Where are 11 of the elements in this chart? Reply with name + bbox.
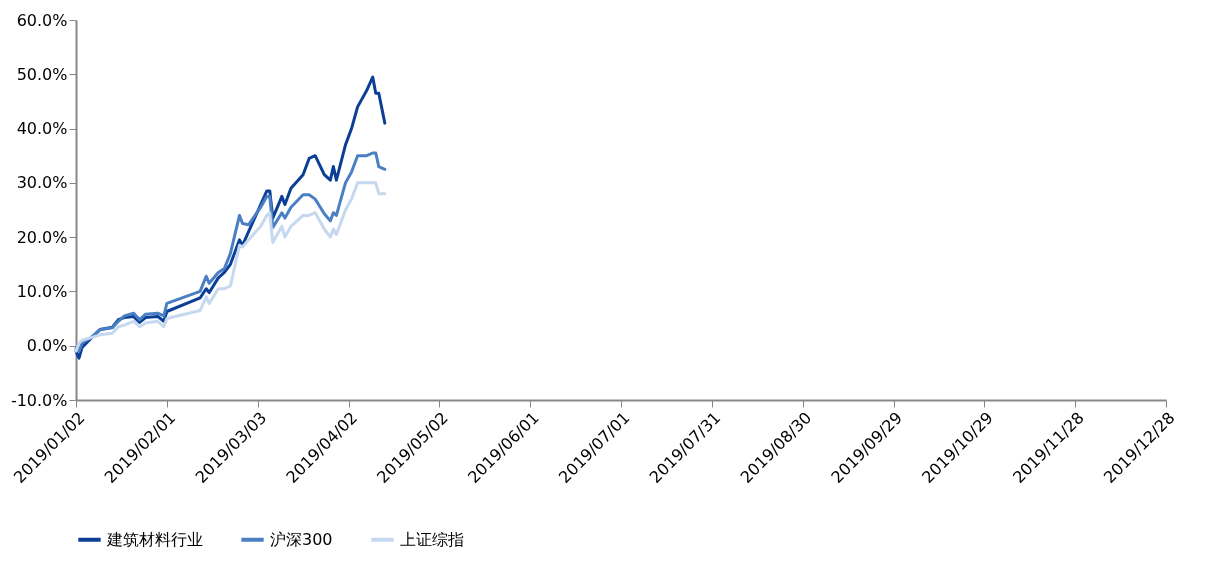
legend-label: 上证综指 <box>400 529 464 549</box>
y-tick-label: -10.0% <box>10 390 68 410</box>
y-tick-label: 60.0% <box>16 10 68 30</box>
legend-label: 建筑材料行业 <box>106 529 203 549</box>
y-tick-label: 10.0% <box>16 281 68 301</box>
y-tick-label: 20.0% <box>16 227 68 247</box>
y-tick-label: 50.0% <box>16 64 68 84</box>
y-tick-label: 40.0% <box>16 119 68 139</box>
legend-label: 沪深300 <box>270 529 333 549</box>
y-tick-label: 0.0% <box>26 336 68 356</box>
y-tick-label: 30.0% <box>16 173 68 193</box>
